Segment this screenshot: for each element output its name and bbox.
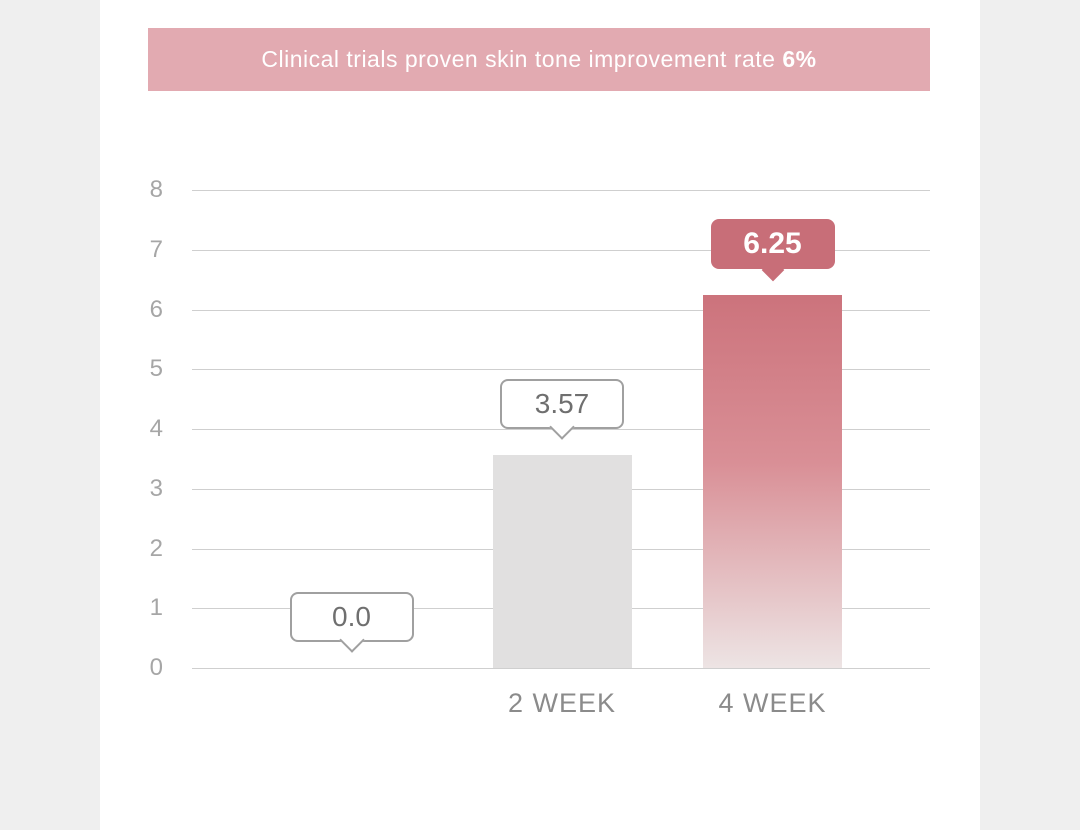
value-callout: 0.0 [289,592,414,653]
banner-text: Clinical trials proven skin tone improve… [261,46,783,72]
y-axis-tick-label: 2 [149,534,163,562]
gridline-y5 [192,369,930,371]
gridline-y8 [192,190,930,191]
y-axis-tick-label: 5 [149,355,163,383]
callout-value: 3.57 [534,387,590,419]
callout-value: 6.25 [743,226,802,260]
y-axis-tick-label: 7 [149,235,163,263]
content-page: Clinical trials proven skin tone improve… [100,0,980,830]
gridline-y0 [192,668,930,669]
x-axis-label-4-week: 4 WEEK [718,688,827,718]
gridline-y7 [192,249,930,251]
value-callout: 3.57 [500,378,624,440]
title-banner: Clinical trials proven skin tone improve… [148,28,930,91]
bar-2-week [492,454,632,668]
y-axis-tick-label: 4 [149,415,163,442]
x-axis-label-2-week: 2 WEEK [507,688,617,718]
callout-value: 0.0 [332,601,371,632]
y-axis-tick-label: 3 [149,474,163,502]
y-axis-tick-label: 1 [149,594,163,622]
y-axis-tick-label: 0 [149,654,163,681]
bar-4-week [703,294,842,668]
callout-tail-icon [761,258,784,281]
y-axis-tick-label: 8 [149,176,163,203]
banner-highlight-text: 6% [782,46,817,72]
y-axis-tick-label: 6 [149,295,163,323]
value-callout: 6.25 [710,218,835,281]
gridline-y6 [192,309,930,311]
